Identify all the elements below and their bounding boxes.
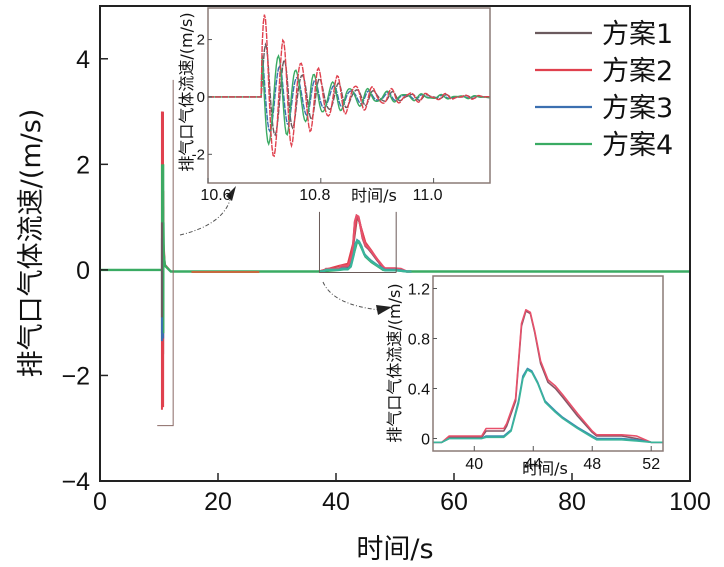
inset-1-frame <box>207 7 491 184</box>
legend-entry-3: 方案3 <box>535 93 673 124</box>
inset-1-y-tick-label: 0 <box>197 89 205 106</box>
inset-2-axis-ticks: 40 44 48 52 0 0.4 0.8 1.2 <box>408 282 660 474</box>
inset-1-axis-ticks: 10.6 10.8 11.0 -2 0 2 <box>192 32 443 204</box>
inset-peak-detail: 40 44 48 52 0 0.4 0.8 1.2 时间/s 排气口气体流速/(m/s) <box>385 275 664 478</box>
y-tick-label: −4 <box>61 468 90 496</box>
inset-2-y-title: 排气口气体流速/(m/s) <box>385 283 404 442</box>
x-tick-label: 60 <box>440 488 468 516</box>
inset-2-x-tick-label: 44 <box>524 456 542 473</box>
inset-1-x-tick-label: 10.8 <box>299 187 330 204</box>
legend-label: 方案1 <box>602 19 673 50</box>
legend-entry-4: 方案4 <box>535 130 673 161</box>
inset-2-frame <box>432 275 664 452</box>
legend-entry-1: 方案1 <box>535 19 673 50</box>
y-tick-label: −2 <box>61 362 90 390</box>
x-tick-label: 0 <box>93 488 107 516</box>
inset-2-series-line-4 <box>433 369 663 444</box>
arrowhead-2-icon <box>376 305 392 315</box>
inset-1-y-tick-label: 2 <box>197 32 205 49</box>
inset-2-y-tick-label: 0.4 <box>408 382 430 399</box>
x-tick-label: 40 <box>322 488 350 516</box>
inset-2-x-tick-label: 40 <box>465 456 483 473</box>
main-plot-frame <box>99 5 691 482</box>
main-series-group <box>100 111 690 410</box>
x-tick-label: 100 <box>669 488 711 516</box>
zoom-boxes <box>157 79 397 427</box>
inset-2-background <box>433 276 663 451</box>
y-tick-label: 4 <box>76 46 90 74</box>
inset-2-x-tick-label: 48 <box>583 456 601 473</box>
inset-1-series-line-2 <box>208 14 491 158</box>
y-axis-title: 排气口气体流速/(m/s) <box>16 109 47 378</box>
main-axis-ticks: 0 20 40 60 80 100 −4 −2 0 2 4 <box>61 46 710 516</box>
zoom-arrows <box>179 186 392 315</box>
inset-2-y-tick-label: 0.8 <box>408 332 430 349</box>
inset-1-x-tick-label: 11.0 <box>413 187 443 204</box>
x-tick-label: 80 <box>558 488 586 516</box>
inset-2-series-group <box>433 309 663 444</box>
main-peak-line-2 <box>319 213 412 273</box>
inset-2-y-tick-label: 1.2 <box>408 282 430 299</box>
zoom-box-1 <box>157 79 174 427</box>
legend-label: 方案3 <box>602 93 673 124</box>
legend-entry-2: 方案2 <box>535 56 673 87</box>
inset-2-series-line-2 <box>433 309 663 444</box>
inset-1-x-title: 时间/s <box>351 186 397 205</box>
arrowhead-1-icon <box>226 186 236 201</box>
zoom-arrow-1 <box>179 199 231 236</box>
legend-label: 方案2 <box>602 56 673 87</box>
x-tick-label: 20 <box>204 488 232 516</box>
inset-2-y-tick-label: 0 <box>421 432 430 449</box>
inset-1-y-tick-label: -2 <box>192 146 205 163</box>
main-peak-line-4 <box>319 239 412 273</box>
legend: 方案1 方案2 方案3 方案4 <box>535 19 673 161</box>
inset-1-x-tick-label: 10.6 <box>200 187 231 204</box>
inset-early-oscillation: 10.6 10.8 11.0 -2 0 2 时间/s 排气口气体流速/(m/s) <box>177 7 491 205</box>
inset-1-series-group <box>208 14 491 158</box>
zoom-box-2 <box>318 211 397 274</box>
zoom-arrow-2 <box>322 281 381 311</box>
inset-1-y-title: 排气口气体流速/(m/s) <box>177 12 196 171</box>
x-axis-title: 时间/s <box>356 534 433 565</box>
y-tick-label: 0 <box>76 257 90 285</box>
inset-2-x-title: 时间/s <box>522 459 568 478</box>
inset-2-x-tick-label: 52 <box>642 456 660 473</box>
legend-label: 方案4 <box>602 130 673 161</box>
y-tick-label: 2 <box>76 151 90 179</box>
